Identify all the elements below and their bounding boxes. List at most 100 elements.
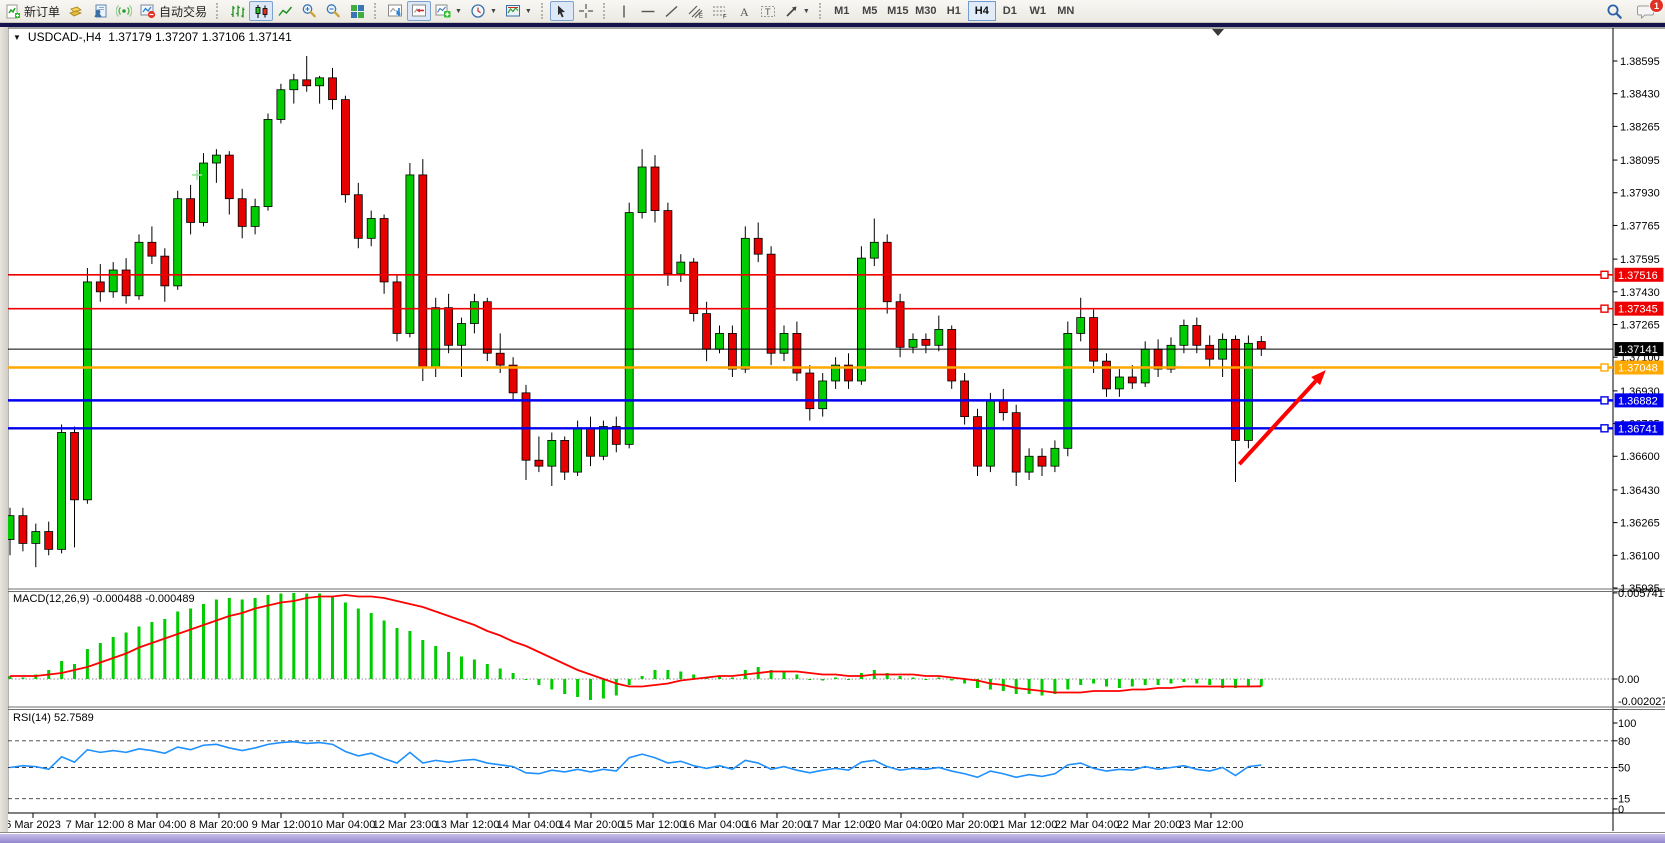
autoscroll-button[interactable] (383, 1, 407, 21)
macd-histogram-bar (1156, 679, 1160, 685)
fibonacci-tool-button[interactable]: F (708, 1, 732, 21)
cursor-tool-button[interactable] (549, 1, 574, 21)
dropdown-caret-icon: ▼ (802, 7, 810, 15)
cross-marker[interactable] (192, 169, 203, 180)
chart-title: ▼ USDCAD-,H4 1.37179 1.37207 1.37106 1.3… (13, 30, 292, 44)
fibonacci-icon: F (712, 4, 728, 19)
price-tick-label: 1.37930 (1620, 188, 1660, 200)
time-tick-label: 22 Mar 04:00 (1055, 819, 1120, 831)
macd-histogram-bar (460, 656, 463, 679)
macd-histogram-bar (1079, 679, 1083, 685)
zoom-out-button[interactable] (321, 1, 345, 21)
templates-button[interactable]: ▼ (501, 1, 536, 21)
timeframe-d1-button[interactable]: D1 (1002, 5, 1017, 17)
bull-candle (1076, 317, 1086, 334)
report-person-icon (92, 3, 108, 19)
macd-histogram-bar (563, 679, 567, 694)
timeframe-m15-button[interactable]: M15 (887, 5, 909, 17)
macd-histogram-bar (395, 628, 399, 679)
collapse-triangle-icon[interactable]: ▼ (13, 32, 21, 42)
vertical-line-tool-button[interactable] (612, 1, 636, 21)
tile-windows-button[interactable] (345, 1, 369, 21)
timeframe-h1-button[interactable]: H1 (946, 5, 961, 17)
macd-histogram-bar (692, 674, 696, 679)
horizontal-line-tool-button[interactable] (636, 1, 660, 21)
crosshair-tool-button[interactable] (574, 1, 598, 21)
trendline-tool-button[interactable] (660, 1, 684, 21)
bear-candle (586, 428, 595, 457)
bear-candle (340, 99, 350, 196)
autotrading-button[interactable]: 自动交易 (136, 1, 211, 21)
macd-histogram-bar (1234, 679, 1237, 688)
macd-histogram-bar (189, 608, 193, 679)
price-tick-label: 1.36265 (1620, 518, 1660, 530)
chart-shift-marker[interactable] (1212, 29, 1224, 36)
hline-1.37516[interactable] (8, 270, 1613, 279)
bear-candle (560, 439, 570, 473)
timeframe-h4-button[interactable]: H4 (967, 1, 996, 21)
notifications-button[interactable]: 1 (1633, 0, 1664, 21)
line-chart-button[interactable] (273, 1, 297, 21)
bear-candle (1205, 344, 1215, 360)
indicators-button[interactable]: ▼ (431, 1, 466, 21)
bear-candle (947, 329, 957, 382)
timeframe-mn-button[interactable]: MN (1057, 5, 1075, 17)
price-axis-label: 1.37048 (1614, 360, 1664, 375)
price-tick-label: 1.37430 (1620, 287, 1660, 299)
data-window-button[interactable] (88, 1, 112, 21)
candlestick-chart-button[interactable] (249, 1, 274, 21)
bull-candle (263, 119, 273, 208)
autoscroll-icon (387, 3, 403, 19)
new-order-button[interactable]: 新订单 (2, 1, 64, 21)
window-bottom-border (0, 832, 1665, 833)
time-tick-label: 13 Mar 12:00 (435, 819, 500, 831)
time-axis[interactable]: 6 Mar 2023 7 Mar 12:00 8 Mar 04:00 8 Mar 20… (5, 813, 1243, 831)
horizontal-scrollbar[interactable] (0, 834, 1665, 843)
hline-1.36882[interactable] (8, 396, 1613, 405)
hline-1.37345[interactable] (8, 304, 1613, 313)
time-tick-label: 20 Mar 04:00 (869, 819, 934, 831)
macd-indicator-label: MACD(12,26,9) -0.000488 -0.000489 (13, 593, 195, 605)
chart-shift-button[interactable] (407, 1, 432, 21)
search-icon (1606, 3, 1623, 20)
bull-candle (366, 218, 376, 239)
hline-1.37048[interactable] (8, 363, 1613, 372)
macd-histogram-bar (1092, 679, 1096, 684)
timeframe-w1-button[interactable]: W1 (1029, 5, 1047, 17)
zoom-in-button[interactable] (297, 1, 321, 21)
hline-1.36741[interactable] (8, 424, 1613, 433)
bear-candle (1011, 412, 1021, 473)
ohlc-bars-chart-button[interactable] (225, 1, 249, 21)
arrow-annotation[interactable] (1237, 370, 1326, 466)
bear-candle (302, 79, 312, 87)
shapes-tool-button[interactable]: ▼ (780, 1, 814, 21)
macd-histogram-bar (963, 679, 967, 684)
equidistant-channel-tool-button[interactable]: E (684, 1, 708, 21)
bear-candle (70, 432, 79, 501)
periods-button[interactable]: ▼ (466, 1, 501, 21)
text-tool-button[interactable]: A (732, 1, 756, 21)
axis-price-label: 1.37516 (1618, 270, 1658, 282)
bull-candle (250, 206, 260, 227)
price-tick-label: 1.36100 (1620, 550, 1660, 562)
search-button[interactable] (1602, 1, 1627, 21)
macd-histogram-bar (911, 677, 915, 679)
time-tick-label: 16 Mar 04:00 (683, 819, 748, 831)
label-tool-button[interactable]: T (756, 1, 780, 21)
timeframe-m5-button[interactable]: M5 (862, 5, 878, 17)
price-tick-label: 1.38265 (1620, 121, 1660, 133)
time-tick-label: 23 Mar 12:00 (1179, 819, 1244, 831)
crosshair-icon (578, 3, 594, 19)
time-tick-label: 22 Mar 20:00 (1117, 819, 1182, 831)
macd-histogram-bar (730, 677, 734, 679)
macd-histogram-bar (524, 679, 528, 680)
price-tick-label: 1.37765 (1620, 220, 1660, 232)
line-chart-icon (277, 4, 293, 19)
market-watch-button[interactable] (64, 1, 88, 21)
channel-icon: E (688, 4, 704, 19)
timeframe-m30-button[interactable]: M30 (915, 5, 937, 17)
navigator-button[interactable] (112, 1, 136, 21)
timeframe-m1-button[interactable]: M1 (834, 5, 850, 17)
bull-candle (1244, 342, 1253, 441)
